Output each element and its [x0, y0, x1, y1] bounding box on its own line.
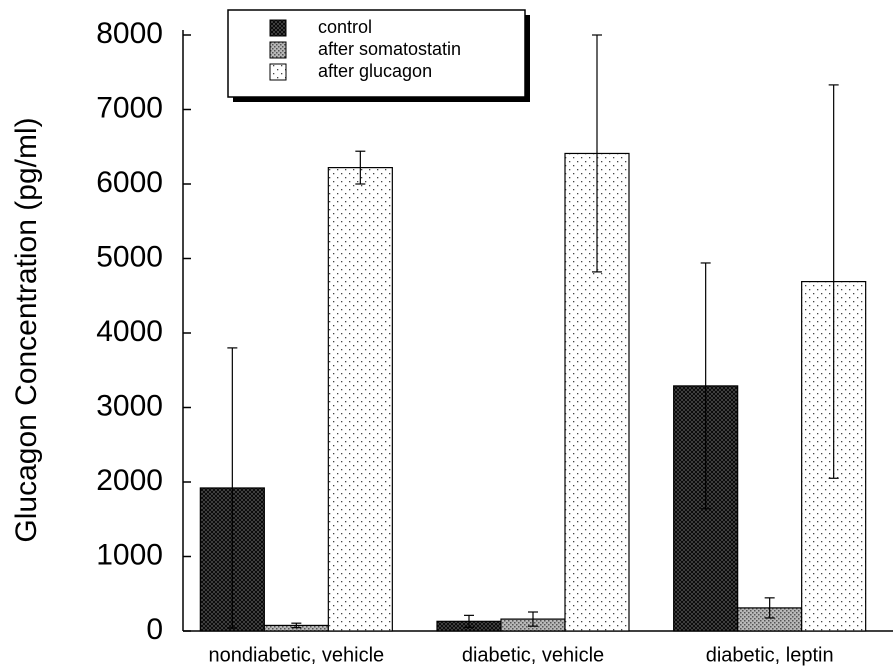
legend-label: after somatostatin — [318, 39, 461, 59]
x-tick-label: nondiabetic, vehicle — [208, 644, 384, 666]
error-bar — [828, 84, 839, 479]
x-tick-label: diabetic, vehicle — [462, 644, 604, 666]
y-tick-label: 6000 — [96, 166, 163, 199]
y-tick-label: 3000 — [96, 389, 163, 422]
legend-label: control — [318, 17, 372, 37]
legend-swatch — [269, 63, 287, 81]
y-tick-label: 5000 — [96, 240, 163, 273]
legend-swatch — [269, 19, 287, 37]
y-axis-title: Glucagon Concentration (pg/ml) — [10, 117, 43, 542]
error-bar — [764, 597, 775, 619]
y-tick-label: 7000 — [96, 91, 163, 124]
legend-swatch — [269, 41, 287, 59]
x-tick-label: diabetic, leptin — [706, 644, 834, 666]
error-bar — [355, 150, 366, 185]
error-bar — [592, 34, 602, 273]
error-bar — [700, 262, 711, 510]
y-tick-label: 2000 — [96, 464, 163, 497]
error-bar — [227, 347, 238, 629]
y-tick-label: 1000 — [96, 538, 163, 571]
error-bar — [464, 614, 474, 628]
y-tick-label: 4000 — [96, 315, 163, 348]
error-bar — [291, 622, 302, 629]
y-tick-label: 0 — [146, 613, 163, 646]
bar — [327, 167, 393, 632]
legend-label: after glucagon — [318, 61, 432, 81]
y-tick-label: 8000 — [96, 17, 163, 50]
error-bar — [528, 611, 538, 627]
